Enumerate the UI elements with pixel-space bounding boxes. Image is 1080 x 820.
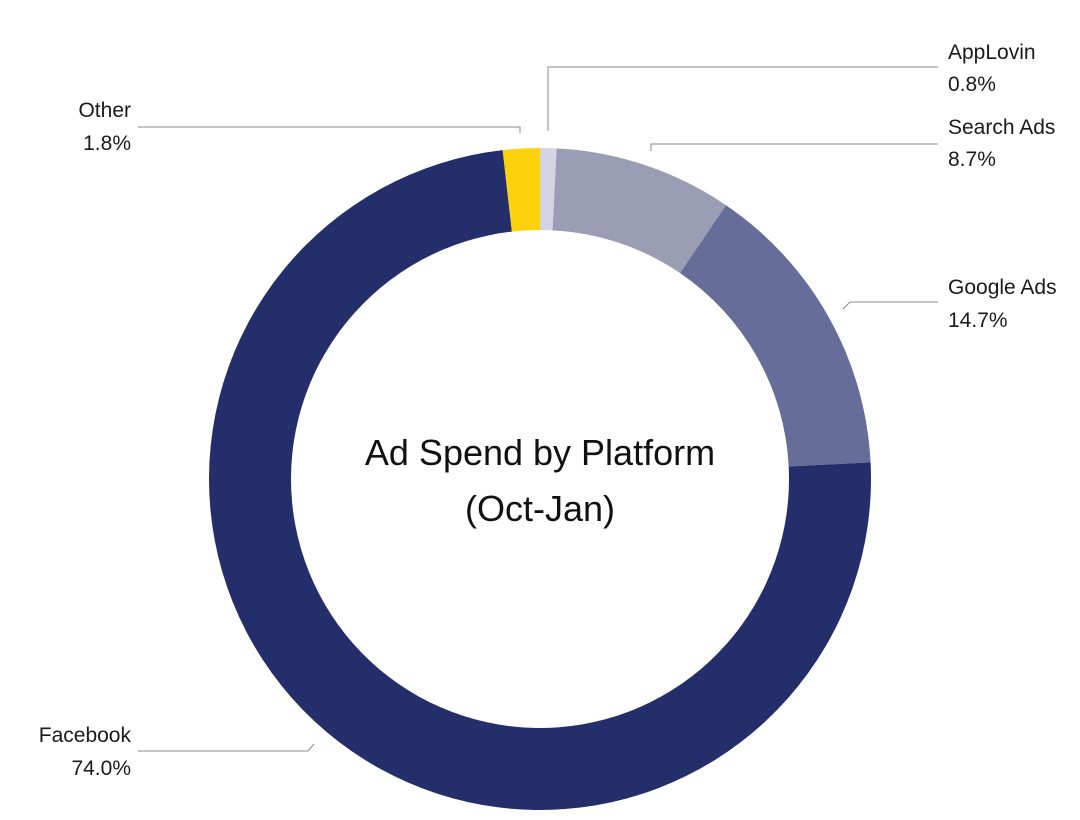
slice-labels-group: AppLovin 0.8% Search Ads 8.7% Google Ads 14.7… [39,41,1057,780]
slice-other [502,148,540,232]
slice-value-google-ads: 14.7% [948,309,1008,332]
chart-title-line-1: Ad Spend by Platform [365,432,715,473]
slices-group [208,148,871,811]
slice-label-google-ads: Google Ads [948,276,1057,299]
slice-google-ads [679,205,871,467]
slice-applovin [540,148,557,231]
slice-label-other: Other [78,99,131,122]
slice-search-ads [552,148,727,274]
slice-value-other: 1.8% [83,132,131,155]
slice-label-applovin: AppLovin [948,41,1036,64]
slice-label-facebook: Facebook [39,724,132,747]
chart-title-line-2: (Oct-Jan) [465,488,615,529]
leader-lines-group [138,66,938,752]
slice-label-search-ads: Search Ads [948,116,1055,139]
leader-line-applovin [547,66,938,131]
leader-line-facebook [138,743,315,752]
leader-line-google-ads [842,301,938,310]
leader-line-other [138,126,521,133]
leader-line-search-ads [650,143,938,151]
slice-value-applovin: 0.8% [948,73,996,96]
slice-value-facebook: 74.0% [71,757,131,780]
slice-value-search-ads: 8.7% [948,148,996,171]
